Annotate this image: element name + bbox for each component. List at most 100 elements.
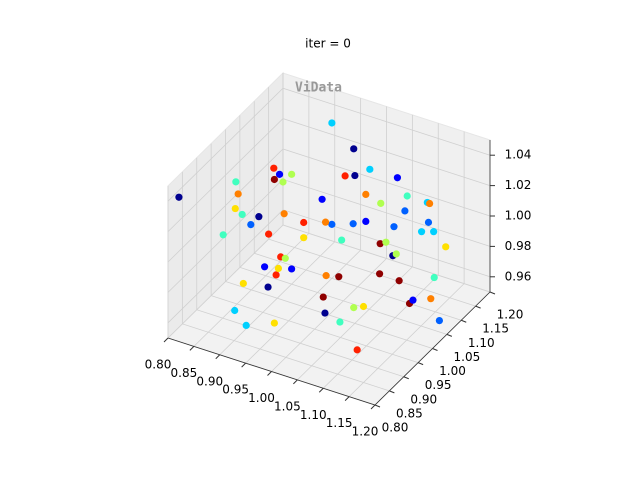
point — [328, 220, 336, 228]
grid-line — [167, 209, 491, 324]
point — [349, 220, 357, 228]
x-tick — [293, 379, 298, 385]
x-tick — [241, 362, 246, 368]
x-tick-label: 0.90 — [196, 374, 223, 388]
point — [442, 243, 450, 251]
grid-line — [282, 73, 491, 293]
axis-line — [167, 140, 491, 406]
point — [350, 145, 358, 153]
grid-line — [196, 157, 404, 378]
point — [336, 318, 344, 326]
grid-line — [181, 171, 390, 392]
x-tick — [189, 346, 195, 351]
y-tick — [475, 305, 481, 309]
point — [427, 295, 435, 303]
point — [430, 273, 438, 282]
grid-line — [167, 118, 491, 232]
grid-line — [253, 101, 462, 321]
x-tick — [215, 354, 221, 360]
x-tick — [344, 396, 350, 401]
y-tick — [417, 362, 424, 366]
point — [409, 296, 417, 304]
point — [322, 272, 330, 280]
point — [280, 210, 288, 218]
point — [261, 263, 269, 271]
annotation: ViData — [295, 81, 342, 96]
grid — [167, 73, 491, 406]
x-tick-label: 1.00 — [248, 391, 275, 405]
point — [279, 178, 287, 186]
point — [288, 265, 296, 273]
point — [435, 317, 443, 325]
point — [362, 190, 370, 198]
point — [272, 271, 280, 279]
x-tick-label: 1.20 — [352, 425, 379, 439]
grid-line — [268, 87, 476, 307]
y-tick-label: 0.95 — [425, 378, 452, 392]
z-tick-label: 1.04 — [505, 148, 532, 162]
y-tick-label: 1.15 — [482, 322, 509, 336]
point — [242, 321, 250, 329]
point — [366, 165, 374, 173]
z-tick-label: 0.96 — [505, 269, 532, 283]
z-tick-label: 1.02 — [505, 178, 532, 192]
x-tick — [267, 371, 272, 376]
x-tick-label: 1.15 — [326, 416, 353, 430]
point — [255, 213, 263, 221]
point — [395, 277, 403, 285]
grid-line — [167, 87, 491, 202]
point — [390, 223, 398, 231]
point — [175, 193, 183, 201]
point — [219, 231, 227, 239]
point — [264, 283, 272, 291]
y-tick-label: 1.10 — [468, 336, 495, 350]
point — [341, 172, 349, 180]
point — [401, 207, 409, 215]
point — [270, 164, 278, 172]
points — [175, 119, 450, 354]
point — [300, 234, 308, 242]
y-tick-label: 1.05 — [454, 350, 481, 364]
point — [328, 119, 336, 127]
y-tick — [432, 348, 438, 351]
grid-line — [210, 143, 419, 364]
x-tick — [370, 404, 376, 410]
y-tick — [389, 390, 395, 394]
y-tick-label: 1.20 — [497, 308, 524, 322]
point — [275, 170, 284, 178]
point — [426, 199, 434, 208]
point — [430, 228, 438, 236]
chart-title: iter = 0 — [305, 37, 351, 51]
point — [239, 279, 247, 288]
grid-line — [239, 115, 447, 335]
y-tick — [446, 333, 453, 337]
y-tick-label: 1.00 — [439, 364, 466, 378]
y-tick-label: 0.80 — [382, 421, 409, 435]
y-tick — [403, 376, 409, 380]
point — [281, 254, 289, 262]
point — [321, 218, 330, 226]
point — [403, 192, 411, 200]
point — [338, 236, 346, 244]
point — [392, 250, 400, 258]
point — [238, 210, 246, 219]
point — [274, 264, 282, 272]
point — [359, 302, 368, 311]
point — [231, 306, 239, 315]
point — [335, 273, 343, 281]
point — [424, 218, 433, 226]
y-tick — [461, 319, 467, 323]
point — [231, 204, 239, 213]
point — [351, 171, 359, 180]
point — [265, 230, 273, 238]
point — [362, 217, 370, 225]
y-tick-label: 0.90 — [410, 392, 437, 406]
point — [393, 174, 402, 182]
point — [321, 309, 329, 317]
point — [270, 319, 278, 327]
point — [247, 221, 255, 229]
point — [417, 228, 426, 236]
x-tick-label: 0.85 — [171, 366, 198, 380]
point — [376, 270, 384, 278]
